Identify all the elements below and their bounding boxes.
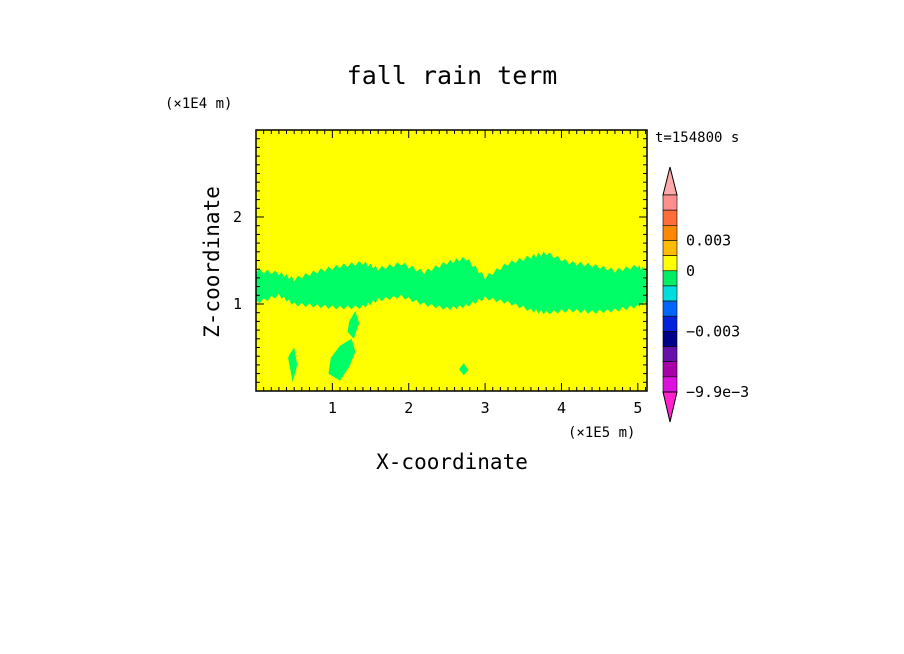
colorbar-segment [662,346,678,362]
x-unit-label: (×1E5 m) [568,425,635,441]
colorbar-label: 0 [686,262,695,280]
y-unit-label: (×1E4 m) [165,96,232,112]
colorbar-label: −9.9e−3 [686,383,749,401]
colorbar-segment [662,361,678,378]
x-tick-label: 2 [404,399,413,417]
colorbar: 0.003 0 −0.003 −9.9e−3 [662,166,749,423]
colorbar-segment [662,376,678,393]
chart-title: fall rain term [347,61,558,90]
rain-patch [288,347,298,383]
colorbar-label: 0.003 [686,231,731,249]
colorbar-segment [662,285,678,302]
x-tick-label: 5 [633,399,642,417]
colorbar-segment [662,240,678,256]
y-tick-label: 1 [233,295,242,313]
colorbar-segment [662,209,678,226]
y-axis-title: Z-coordinate [200,186,224,338]
field-background [256,130,647,391]
colorbar-segment [662,331,678,347]
colorbar-label: −0.003 [686,322,740,340]
colorbar-bottom-arrow [662,391,678,423]
rain-patch [328,338,356,381]
colorbar-segment [662,315,678,332]
plot-area: 1 2 3 4 5 1 2 [233,129,648,417]
colorbar-segment [662,225,678,241]
x-tick-label: 3 [481,399,490,417]
x-tick-label: 1 [328,399,337,417]
colorbar-segment [662,255,678,272]
rain-patch [347,311,360,339]
colorbar-segment [662,270,678,287]
x-tick-label: 4 [557,399,566,417]
rain-band [256,251,647,315]
colorbar-segment [662,194,678,211]
time-label: t=154800 s [655,130,739,146]
colorbar-top-arrow [662,166,678,196]
x-axis-title: X-coordinate [376,450,528,474]
colorbar-segment [662,300,678,317]
y-tick-label: 2 [233,208,242,226]
rain-patch [459,363,469,376]
